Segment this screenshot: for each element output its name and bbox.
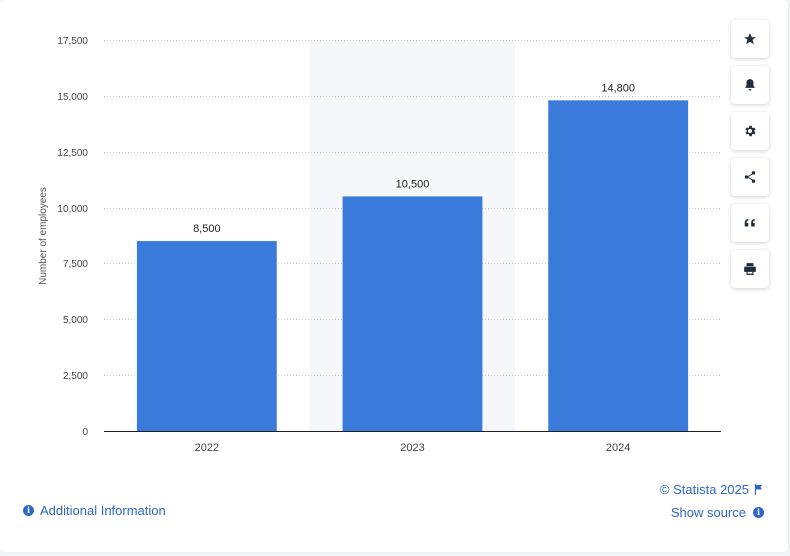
- share-button[interactable]: [731, 158, 769, 196]
- additional-information-label: Additional Information: [40, 503, 166, 518]
- flag-icon: [754, 484, 763, 495]
- y-tick-label: 5,000: [63, 315, 88, 326]
- gear-icon: [745, 125, 756, 137]
- y-tick-label: 10,000: [57, 204, 88, 215]
- data-label: 14,800: [601, 82, 635, 94]
- y-tick-label: 12,500: [57, 148, 88, 159]
- x-tick-label: 2023: [400, 442, 424, 454]
- y-tick-label: 0: [82, 427, 88, 438]
- star-icon: [744, 33, 756, 45]
- y-tick-label: 7,500: [63, 259, 88, 270]
- x-tick-label: 2024: [606, 442, 630, 454]
- settings-button[interactable]: [731, 112, 769, 150]
- side-toolbar: [731, 20, 769, 296]
- cite-button[interactable]: [731, 204, 769, 242]
- notification-button[interactable]: [731, 66, 769, 104]
- y-tick-label: 2,500: [63, 371, 88, 382]
- y-tick-label: 15,000: [57, 92, 88, 103]
- bar[interactable]: [136, 241, 277, 431]
- y-axis-title: Number of employees: [38, 187, 49, 285]
- bar[interactable]: [342, 196, 483, 431]
- credit-label: © Statista 2025: [659, 482, 749, 497]
- quote-icon: [744, 218, 755, 227]
- show-source-link[interactable]: Show source i: [671, 505, 764, 520]
- favorite-button[interactable]: [731, 20, 769, 58]
- print-button[interactable]: [731, 250, 769, 288]
- additional-information-link[interactable]: i Additional Information: [23, 503, 166, 518]
- bell-icon: [745, 79, 755, 91]
- statista-credit-link[interactable]: © Statista 2025: [660, 482, 763, 497]
- show-source-label: Show source: [670, 505, 746, 520]
- bar[interactable]: [548, 100, 689, 431]
- print-icon: [744, 263, 756, 275]
- x-tick-label: 2022: [195, 442, 219, 454]
- share-icon: [744, 171, 756, 183]
- data-label: 10,500: [396, 178, 430, 190]
- data-label: 8,500: [193, 223, 221, 235]
- info-icon: i: [23, 505, 34, 516]
- y-tick-label: 17,500: [57, 36, 88, 47]
- info-icon: i: [753, 507, 764, 518]
